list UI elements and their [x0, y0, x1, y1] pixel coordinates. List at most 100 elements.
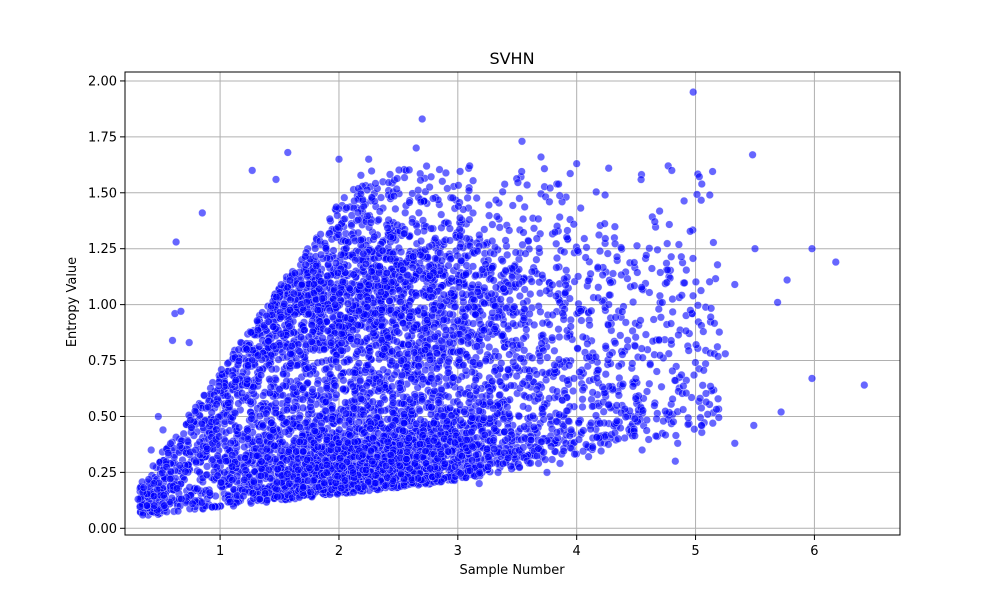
data-point — [524, 237, 533, 246]
data-point — [397, 370, 407, 379]
data-point — [356, 377, 365, 386]
data-point — [655, 207, 664, 216]
data-point — [591, 352, 600, 361]
data-point — [645, 244, 654, 253]
data-point — [658, 298, 667, 307]
data-point — [265, 375, 274, 384]
data-point — [528, 411, 538, 421]
data-point — [390, 370, 399, 379]
data-point — [631, 394, 640, 403]
data-point — [604, 440, 613, 449]
data-point — [483, 444, 492, 453]
data-point — [649, 315, 658, 324]
data-point — [469, 176, 478, 185]
data-point — [431, 234, 440, 243]
data-point — [298, 395, 307, 404]
data-point — [340, 193, 349, 202]
data-point — [583, 362, 592, 371]
data-point — [555, 191, 564, 200]
data-point — [668, 295, 677, 304]
data-point — [573, 344, 582, 353]
data-point — [457, 337, 466, 346]
data-point — [367, 166, 376, 176]
data-point — [656, 268, 665, 277]
data-point — [240, 475, 249, 484]
data-point — [258, 421, 268, 430]
data-point — [631, 333, 640, 342]
data-point — [692, 190, 702, 199]
data-point — [193, 484, 202, 493]
data-point — [596, 419, 605, 428]
data-point — [407, 374, 416, 383]
data-point — [677, 252, 686, 261]
data-point — [501, 236, 510, 245]
data-point — [278, 437, 287, 447]
data-point — [569, 374, 579, 383]
data-point — [445, 236, 454, 245]
data-point — [555, 213, 564, 222]
data-point — [652, 367, 661, 376]
data-point — [562, 376, 572, 385]
data-point — [697, 196, 706, 205]
data-point — [405, 198, 414, 207]
data-point — [647, 264, 656, 273]
data-point — [574, 435, 583, 444]
data-point — [282, 405, 291, 414]
data-point — [186, 416, 195, 425]
data-point — [274, 355, 283, 364]
data-point — [706, 382, 715, 391]
data-point — [277, 446, 286, 455]
data-point — [512, 372, 521, 381]
data-point — [446, 255, 455, 264]
data-point — [677, 370, 686, 379]
data-point — [438, 177, 447, 186]
data-point — [630, 258, 639, 267]
data-point — [652, 414, 661, 423]
data-point — [601, 370, 610, 379]
data-point — [682, 266, 691, 275]
data-point — [520, 202, 529, 211]
data-point — [595, 247, 605, 256]
data-point — [532, 370, 541, 379]
data-point — [537, 339, 546, 348]
data-point — [679, 381, 688, 391]
data-point — [616, 331, 625, 340]
data-point — [399, 319, 408, 328]
data-point — [416, 176, 425, 185]
data-point — [604, 320, 613, 330]
data-point — [641, 330, 650, 339]
data-point — [569, 220, 578, 229]
data-point — [349, 270, 358, 279]
data-point — [271, 399, 280, 408]
data-point — [270, 442, 279, 451]
data-point — [306, 402, 315, 411]
data-point — [497, 331, 506, 340]
data-point — [637, 283, 646, 292]
data-point — [500, 180, 509, 189]
data-point — [376, 193, 386, 202]
data-point — [665, 220, 674, 229]
data-point — [427, 374, 436, 383]
data-point — [484, 452, 493, 462]
data-point — [339, 376, 348, 385]
data-point — [396, 297, 405, 306]
data-point — [376, 399, 385, 408]
data-point — [581, 253, 590, 262]
data-point — [333, 211, 342, 220]
data-point — [668, 307, 677, 316]
points-layer — [134, 88, 869, 520]
data-point — [464, 398, 474, 407]
data-point — [628, 359, 637, 368]
data-point — [253, 316, 262, 325]
data-point — [679, 405, 688, 414]
data-point — [464, 186, 474, 195]
data-point — [654, 305, 663, 314]
data-point — [575, 367, 584, 377]
data-point — [548, 310, 557, 319]
data-point — [552, 254, 562, 263]
data-point — [247, 414, 256, 423]
data-point — [354, 228, 363, 237]
data-point — [644, 435, 653, 444]
data-point — [203, 462, 212, 471]
data-point — [579, 426, 588, 435]
